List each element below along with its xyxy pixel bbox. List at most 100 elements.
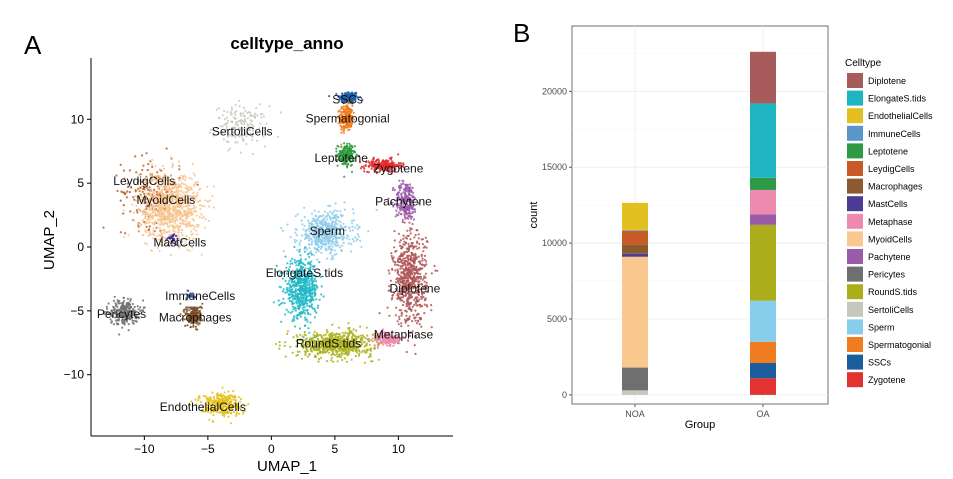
umap-point <box>198 216 201 219</box>
umap-point <box>162 167 166 170</box>
umap-point <box>398 318 401 321</box>
umap-point <box>330 356 333 359</box>
umap-point <box>320 251 323 254</box>
umap-point <box>127 234 130 237</box>
umap-point <box>212 206 215 209</box>
umap-point <box>165 217 168 220</box>
umap-point <box>251 133 255 136</box>
umap-point <box>190 177 193 180</box>
umap-point <box>399 239 402 242</box>
umap-point <box>291 295 294 298</box>
umap-point <box>414 309 417 312</box>
umap-point <box>383 160 386 164</box>
umap-point <box>239 151 243 154</box>
umap-point <box>340 131 343 134</box>
umap-point <box>380 166 383 169</box>
umap-point <box>357 155 360 158</box>
umap-point <box>195 328 198 331</box>
umap-point <box>411 320 414 323</box>
umap-point <box>413 258 416 261</box>
umap-point <box>287 297 290 300</box>
umap-point <box>416 247 419 250</box>
umap-point <box>404 275 407 278</box>
umap-point <box>172 230 175 233</box>
umap-point <box>320 285 323 288</box>
umap-point <box>347 99 350 102</box>
umap-point <box>356 224 359 227</box>
umap-point <box>328 95 331 98</box>
umap-point <box>361 98 364 101</box>
umap-point <box>413 236 416 239</box>
umap-point <box>407 215 410 218</box>
umap-point <box>357 235 360 238</box>
umap-point <box>410 227 413 230</box>
umap-point <box>367 171 370 174</box>
umap-point <box>340 121 344 124</box>
umap-point <box>343 357 346 360</box>
umap-point <box>317 216 320 220</box>
umap-point <box>405 189 408 192</box>
umap-point <box>169 224 172 227</box>
umap-point <box>304 316 307 319</box>
umap-point <box>366 338 369 341</box>
umap-point <box>421 238 424 241</box>
umap-point <box>203 226 206 229</box>
umap-point <box>341 115 344 118</box>
umap-point <box>143 208 146 211</box>
umap-point <box>365 348 369 351</box>
umap-point <box>243 118 246 121</box>
umap-point <box>300 312 303 315</box>
umap-point <box>410 244 414 247</box>
umap-point <box>345 95 348 98</box>
umap-point <box>298 300 301 303</box>
umap-point <box>341 129 344 132</box>
umap-point <box>233 134 236 137</box>
umap-point <box>404 241 408 244</box>
umap-point <box>102 226 105 229</box>
umap-point <box>359 96 362 99</box>
umap-point <box>230 108 234 111</box>
umap-point <box>265 122 268 125</box>
umap-point <box>241 129 244 132</box>
umap-point <box>407 234 410 237</box>
umap-point <box>134 190 137 193</box>
umap-point <box>399 267 402 270</box>
umap-point <box>138 229 141 232</box>
umap-point <box>419 267 422 270</box>
umap-point <box>293 315 296 318</box>
umap-point <box>299 287 302 290</box>
umap-point <box>370 161 373 164</box>
umap-point <box>393 342 396 345</box>
umap-point <box>154 210 157 213</box>
umap-point <box>124 232 127 235</box>
umap-point <box>391 258 394 261</box>
umap-point <box>303 290 306 293</box>
umap-point <box>293 258 296 262</box>
umap-point <box>296 299 299 302</box>
umap-point <box>163 231 166 234</box>
umap-point <box>122 169 125 172</box>
umap-point <box>177 189 180 193</box>
umap-point <box>194 210 197 213</box>
umap-point <box>174 222 177 225</box>
umap-point <box>387 197 390 200</box>
umap-point <box>238 135 241 138</box>
umap-point <box>417 237 420 240</box>
umap-point <box>414 316 417 319</box>
umap-point <box>335 253 338 256</box>
umap-point <box>340 106 343 109</box>
umap-point <box>324 242 328 245</box>
umap-point <box>147 163 150 166</box>
umap-point <box>158 249 161 252</box>
umap-point <box>297 313 300 316</box>
umap-point <box>309 294 312 297</box>
umap-point <box>303 246 307 249</box>
umap-point <box>303 285 306 288</box>
umap-point <box>128 169 131 172</box>
umap-point <box>412 198 415 201</box>
umap-point <box>122 209 125 212</box>
umap-point <box>313 209 316 212</box>
umap-point <box>318 245 321 248</box>
umap-point <box>410 266 413 269</box>
umap-point <box>243 120 246 123</box>
